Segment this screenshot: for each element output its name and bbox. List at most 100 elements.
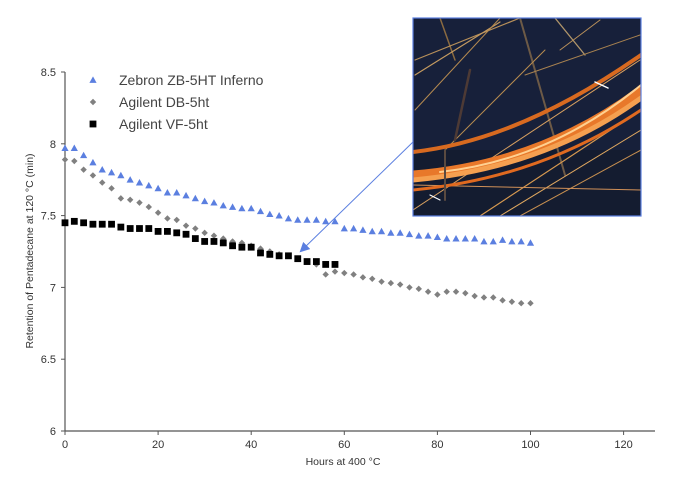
data-point-diamond [462,289,469,297]
legend-item: Zebron ZB-5HT Inferno [89,72,264,88]
data-point-triangle [70,144,78,151]
data-point-triangle [247,204,255,212]
series-triangle [61,144,535,246]
data-point-triangle [526,239,535,246]
data-point-square [322,261,330,268]
data-point-diamond [369,275,376,282]
y-tick-label: 6.5 [41,354,56,366]
data-point-diamond [350,271,357,278]
data-point-diamond [210,232,218,239]
data-point-diamond [173,216,180,224]
data-point-triangle [452,234,460,242]
data-point-diamond [443,288,450,295]
data-point-triangle [331,217,339,225]
data-point-square [266,250,274,258]
y-tick-label: 8 [50,139,56,151]
data-point-triangle [498,236,507,243]
data-point-square [154,227,162,235]
data-point-triangle [480,237,488,245]
data-point-square [126,225,134,232]
data-point-square [70,217,78,225]
x-tick-label: 80 [431,439,443,451]
y-tick-label: 8.5 [41,67,56,79]
data-point-diamond [424,288,432,295]
data-point-triangle [294,216,302,223]
data-point-square [173,229,181,237]
data-point-triangle [396,229,404,236]
data-point-diamond [322,271,329,278]
data-point-square [136,225,143,232]
data-point-diamond [145,203,152,211]
data-point-square [80,219,88,227]
data-point-triangle [415,232,423,239]
data-point-triangle [340,224,348,232]
data-point-triangle [312,216,320,223]
data-point-diamond [126,196,134,204]
data-point-diamond [517,299,525,307]
data-point-triangle [154,184,162,192]
data-point-square [61,219,69,227]
data-point-square [219,239,227,247]
legend-label: Agilent VF-5ht [119,116,208,132]
data-point-triangle [182,191,190,199]
data-point-diamond [136,199,143,206]
series-layer [61,144,535,307]
x-tick-label: 40 [245,439,257,451]
data-point-triangle [89,158,97,166]
data-point-square [229,242,236,250]
data-point-triangle [228,203,237,210]
series-square [61,217,339,268]
data-point-square [182,230,190,238]
data-point-triangle [126,176,134,183]
data-point-triangle [256,207,265,215]
data-point-triangle [433,233,441,241]
data-point-triangle [61,144,69,151]
data-point-diamond [201,229,208,237]
data-point-triangle [303,216,311,223]
x-tick-label: 0 [62,439,68,451]
inset-column-photo [412,17,642,217]
data-point-triangle [98,166,106,173]
data-point-triangle [517,237,525,245]
y-ticks: 6 6.5 7 7.5 8 8.5 [41,67,65,438]
data-point-triangle [489,237,497,245]
data-point-triangle [405,230,414,238]
data-point-diamond [80,166,87,173]
square-marker-icon [89,120,97,128]
data-point-square [164,227,171,235]
data-point-square [98,220,106,228]
data-point-diamond [406,284,413,291]
data-point-triangle [377,227,386,235]
data-point-triangle [424,232,432,239]
data-point-diamond [331,268,339,275]
data-point-diamond [396,281,404,288]
data-point-diamond [499,297,506,304]
data-point-triangle [191,194,199,202]
data-point-square [275,252,283,260]
data-point-triangle [173,189,181,196]
data-point-diamond [61,156,69,163]
data-point-triangle [443,234,451,242]
x-ticks: 0 20 40 60 80 100 120 [62,431,633,451]
data-point-diamond [359,274,367,281]
data-point-triangle [461,234,469,242]
data-point-square [117,223,125,231]
axes: 0 20 40 60 80 100 120 6 6.5 7 7.5 8 8.5 [41,67,655,451]
data-point-diamond [415,285,422,293]
data-point-triangle [135,178,144,186]
data-point-diamond [71,157,78,165]
x-tick-label: 100 [521,439,539,451]
data-point-diamond [154,209,162,216]
data-point-diamond [341,269,348,277]
data-point-diamond [89,172,97,179]
data-point-square [285,252,292,260]
y-tick-label: 7 [50,282,56,294]
data-point-diamond [378,278,385,285]
data-point-diamond [182,222,190,229]
data-point-diamond [192,225,199,232]
x-axis-title: Hours at 400 °C [306,456,381,468]
data-point-square [191,235,199,242]
data-point-triangle [145,181,153,189]
data-point-triangle [368,227,376,235]
data-point-square [303,258,311,265]
